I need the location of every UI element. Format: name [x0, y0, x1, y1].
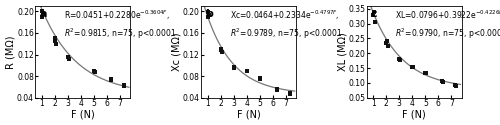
Point — [204, 16, 212, 18]
Point — [396, 59, 404, 61]
Point — [230, 67, 238, 69]
Point — [256, 78, 264, 80]
Text: b: b — [205, 9, 212, 19]
Point — [256, 77, 264, 79]
Point — [396, 58, 404, 60]
Text: Xc=0.0464+0.2334e$^{-0.4797F}$,: Xc=0.0464+0.2334e$^{-0.4797F}$, — [230, 9, 338, 22]
Point — [408, 66, 416, 68]
Point — [439, 81, 447, 83]
Point — [120, 84, 128, 86]
X-axis label: F (N): F (N) — [71, 110, 94, 120]
Point — [409, 66, 417, 68]
Point — [107, 78, 115, 80]
Point — [452, 84, 460, 86]
Point — [90, 71, 98, 73]
Point — [64, 56, 72, 58]
X-axis label: F (N): F (N) — [236, 110, 260, 120]
Point — [120, 85, 128, 87]
Point — [52, 37, 60, 39]
Point — [51, 40, 59, 42]
Point — [383, 40, 391, 42]
Point — [452, 85, 460, 87]
Text: c: c — [370, 9, 377, 19]
Point — [204, 11, 212, 13]
Point — [64, 58, 72, 60]
Text: XL=0.0796+0.3922e$^{-0.4226F}$,: XL=0.0796+0.3922e$^{-0.4226F}$, — [396, 9, 500, 22]
Point — [38, 10, 46, 12]
Point — [108, 79, 116, 81]
Point — [273, 89, 281, 91]
Point — [370, 14, 378, 16]
Point — [218, 51, 226, 53]
Point — [230, 66, 237, 68]
Point — [39, 13, 47, 15]
Point — [382, 42, 390, 44]
Point — [216, 49, 224, 51]
X-axis label: F (N): F (N) — [402, 110, 426, 120]
Text: $R^2$=0.9790, n=75, p<0.0001: $R^2$=0.9790, n=75, p<0.0001 — [396, 26, 500, 40]
Point — [370, 11, 378, 13]
Y-axis label: Xc (MΩ): Xc (MΩ) — [172, 32, 181, 71]
Point — [205, 14, 213, 16]
Point — [438, 80, 446, 82]
Y-axis label: XL (MΩ): XL (MΩ) — [337, 32, 347, 71]
Point — [422, 72, 430, 74]
Text: $R^2$=0.9815, n=75, p<0.0001: $R^2$=0.9815, n=75, p<0.0001 — [64, 26, 176, 40]
Text: a: a — [39, 9, 46, 19]
Y-axis label: R (MΩ): R (MΩ) — [6, 35, 16, 68]
Point — [38, 16, 46, 18]
Point — [286, 93, 294, 95]
Point — [242, 70, 250, 72]
Point — [272, 88, 280, 90]
Point — [422, 72, 430, 74]
Text: R=0.0451+0.2280e$^{-0.3604F}$,: R=0.0451+0.2280e$^{-0.3604F}$, — [64, 9, 170, 22]
Point — [286, 92, 294, 94]
Point — [90, 70, 98, 72]
Point — [384, 45, 392, 47]
Point — [370, 21, 378, 23]
Point — [52, 43, 60, 45]
Point — [217, 48, 225, 50]
Text: $R^2$=0.9789, n=75, p<0.0001: $R^2$=0.9789, n=75, p<0.0001 — [230, 26, 342, 40]
